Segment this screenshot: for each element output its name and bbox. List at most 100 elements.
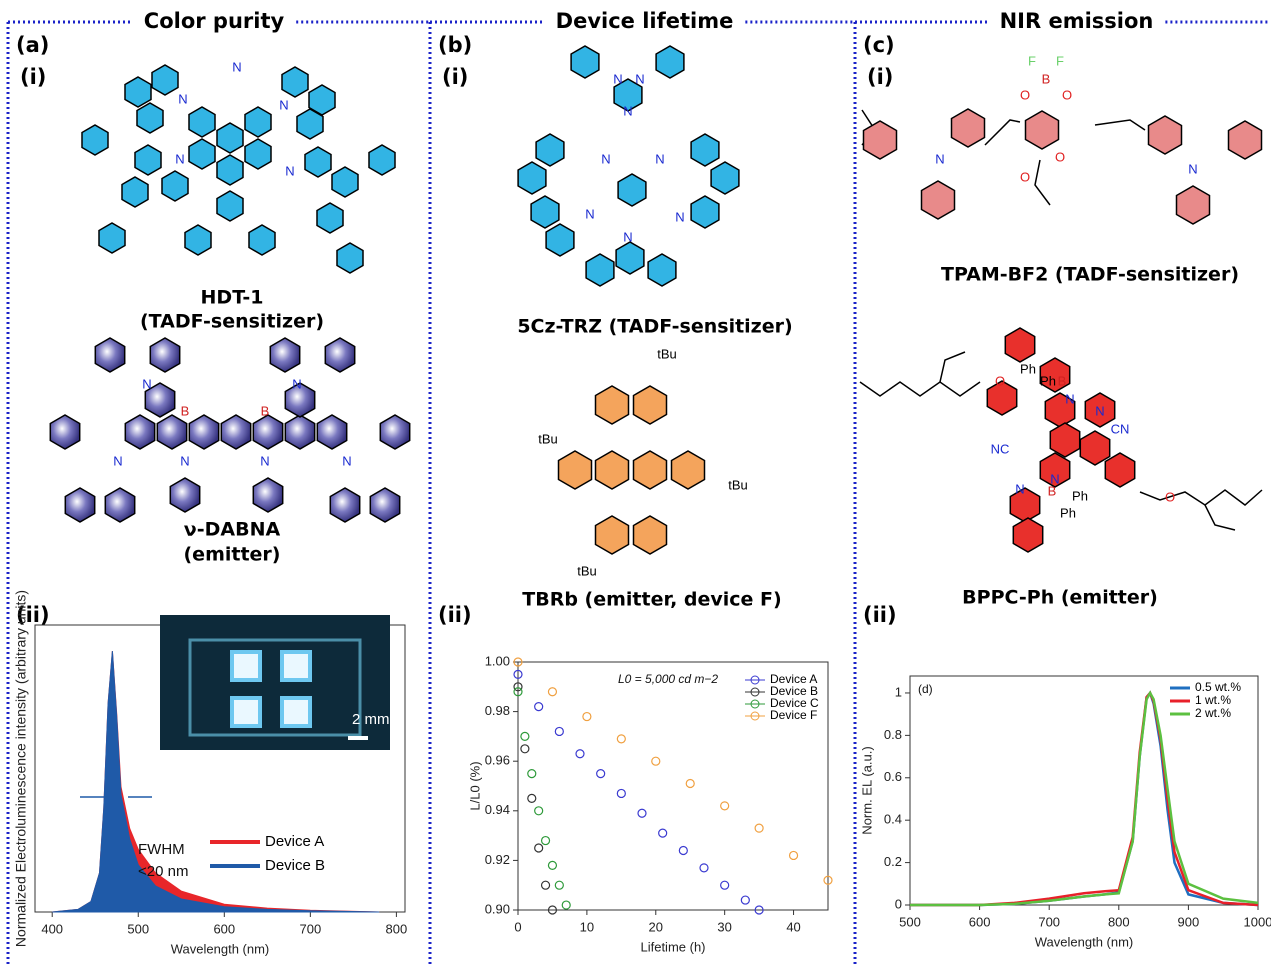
ring bbox=[691, 196, 719, 228]
annotation: <20 nm bbox=[138, 863, 188, 880]
atom-label: N bbox=[935, 151, 944, 166]
panel-heading: Device lifetime bbox=[556, 9, 734, 33]
ring bbox=[135, 145, 161, 175]
atom-label: O bbox=[1020, 169, 1030, 184]
ring bbox=[571, 46, 599, 78]
data-point bbox=[562, 901, 570, 909]
atom-label: O bbox=[1020, 87, 1030, 102]
data-point bbox=[521, 732, 529, 740]
ring bbox=[285, 415, 314, 449]
atom-label: N bbox=[623, 229, 632, 244]
ring bbox=[332, 167, 358, 197]
y-tick-label: 1.00 bbox=[485, 653, 510, 668]
ring bbox=[618, 174, 646, 206]
atom-label: Ph bbox=[1040, 373, 1056, 388]
ring bbox=[125, 415, 154, 449]
data-point bbox=[755, 824, 763, 832]
x-tick-label: 0 bbox=[514, 919, 521, 934]
molecule-name: HDT-1 bbox=[201, 287, 264, 309]
ring bbox=[559, 451, 592, 489]
ring bbox=[50, 415, 79, 449]
data-point bbox=[597, 770, 605, 778]
atom-label: N bbox=[342, 453, 351, 468]
ring bbox=[586, 254, 614, 286]
bond bbox=[1205, 505, 1235, 530]
panel-heading: NIR emission bbox=[1000, 9, 1154, 33]
ring bbox=[282, 67, 308, 97]
atom-label: O bbox=[1165, 489, 1175, 504]
x-tick-label: 700 bbox=[299, 921, 321, 936]
ring bbox=[1229, 121, 1262, 159]
atom-label: N bbox=[1015, 481, 1024, 496]
ring bbox=[634, 516, 667, 554]
atom-label: N bbox=[1188, 161, 1197, 176]
data-point bbox=[721, 802, 729, 810]
ring bbox=[125, 77, 151, 107]
y-tick-label: 0.8 bbox=[884, 727, 902, 742]
ring bbox=[648, 254, 676, 286]
atom-label: N bbox=[175, 151, 184, 166]
atom-label: O bbox=[1055, 149, 1065, 164]
y-tick-label: 0.90 bbox=[485, 901, 510, 916]
ring bbox=[217, 123, 243, 153]
legend-label: Device B bbox=[265, 857, 325, 874]
y-tick-label: 0.4 bbox=[884, 812, 902, 827]
atom-label: tBu bbox=[657, 346, 677, 361]
ring bbox=[249, 225, 275, 255]
y-axis-label: L/L0 (%) bbox=[467, 761, 482, 810]
ring bbox=[245, 107, 271, 137]
inset-pixel bbox=[232, 652, 260, 680]
ring bbox=[616, 242, 644, 274]
ring bbox=[253, 415, 282, 449]
ring bbox=[152, 65, 178, 95]
ring bbox=[162, 171, 188, 201]
y-tick-label: 0.96 bbox=[485, 753, 510, 768]
panel-heading: Color purity bbox=[144, 9, 285, 33]
atom-label: tBu bbox=[538, 431, 558, 446]
ring bbox=[245, 139, 271, 169]
subpanel-label: (i) bbox=[867, 65, 893, 89]
atom-label: B bbox=[181, 403, 190, 418]
line bbox=[910, 693, 1258, 905]
atom-label: Ph bbox=[1072, 488, 1088, 503]
ring bbox=[656, 46, 684, 78]
subpanel-label: (ii) bbox=[438, 603, 472, 627]
ring bbox=[99, 223, 125, 253]
subpanel-label: (ii) bbox=[863, 603, 897, 627]
ring bbox=[1105, 453, 1134, 487]
bond bbox=[940, 352, 965, 382]
ring bbox=[1149, 116, 1182, 154]
atom-label: N bbox=[279, 97, 288, 112]
ring bbox=[337, 243, 363, 273]
atom-label: NC bbox=[991, 441, 1010, 456]
y-tick-label: 0.2 bbox=[884, 854, 902, 869]
data-point bbox=[535, 807, 543, 815]
x-tick-label: 400 bbox=[41, 921, 63, 936]
bond bbox=[860, 382, 980, 396]
ring bbox=[380, 415, 409, 449]
ring bbox=[546, 224, 574, 256]
atom-label: O bbox=[1062, 87, 1072, 102]
atom-label: N bbox=[113, 453, 122, 468]
atom-label: B bbox=[1048, 483, 1057, 498]
ring bbox=[221, 415, 250, 449]
annotation: FWHM bbox=[138, 841, 185, 858]
atom-label: N bbox=[285, 163, 294, 178]
data-point bbox=[542, 837, 550, 845]
panel-letter: (b) bbox=[438, 33, 472, 57]
ring bbox=[189, 139, 215, 169]
atom-label: N bbox=[655, 151, 664, 166]
atom-label: N bbox=[260, 453, 269, 468]
x-tick-label: 600 bbox=[969, 914, 991, 929]
atom-label: B bbox=[1042, 71, 1051, 86]
line bbox=[910, 693, 1258, 905]
annotation: (d) bbox=[918, 682, 933, 696]
subpanel-label: (i) bbox=[20, 65, 46, 89]
ring bbox=[369, 145, 395, 175]
y-axis-label: Normalized Electroluminescence intensity… bbox=[13, 590, 29, 947]
ring bbox=[137, 103, 163, 133]
atom-label: N bbox=[635, 71, 644, 86]
legend-label: 0.5 wt.% bbox=[1195, 680, 1241, 694]
ring bbox=[596, 516, 629, 554]
atom-label: N bbox=[1095, 403, 1104, 418]
